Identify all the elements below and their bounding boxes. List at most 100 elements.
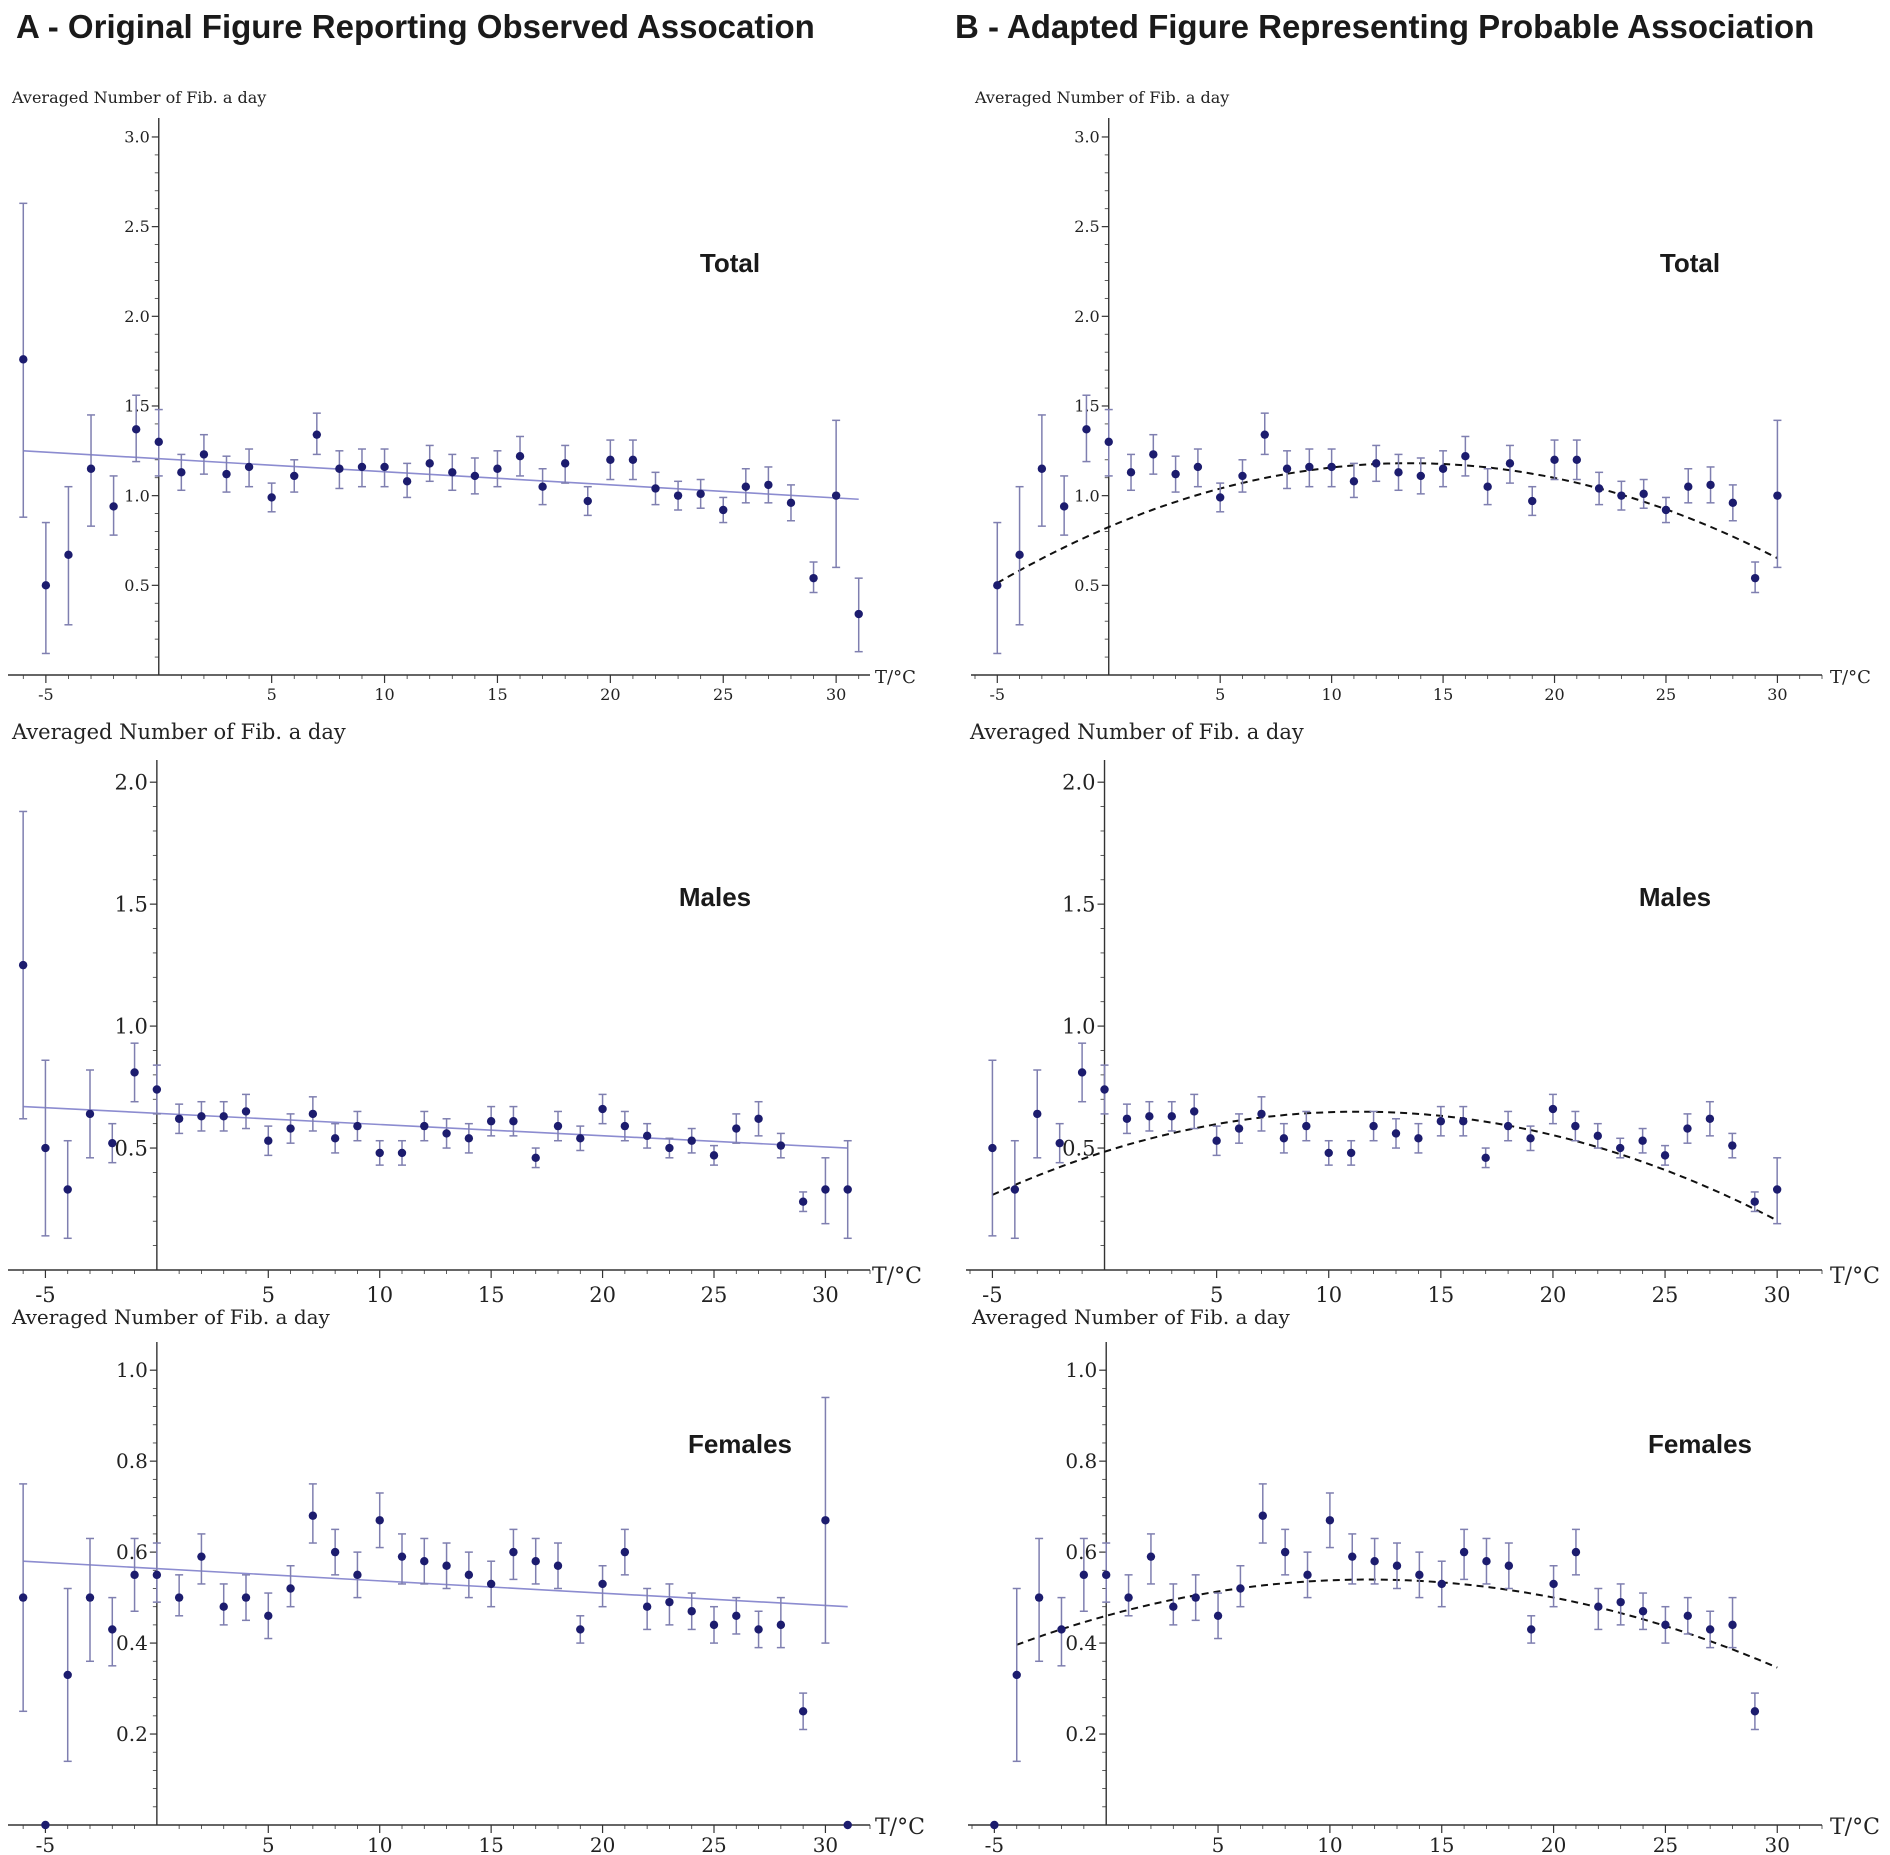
data-point — [1372, 459, 1381, 468]
data-point — [1481, 1153, 1490, 1163]
data-point — [397, 1552, 407, 1561]
data-point — [576, 1134, 585, 1143]
data-point — [1549, 1579, 1558, 1589]
chart-panel-A-males: 0.5 1.0 1.5 2.0 -5 5 10 15 20 25 30 Averaged Number… — [8, 720, 922, 1307]
data-point — [1260, 430, 1269, 439]
data-point — [531, 1557, 540, 1566]
data-point — [442, 1561, 451, 1570]
data-point — [86, 464, 96, 473]
data-point — [1772, 1185, 1782, 1194]
y-tick-label: 0.2 — [116, 1722, 148, 1746]
data-point — [741, 482, 751, 491]
x-tick-label: 30 — [812, 1283, 839, 1307]
data-point — [673, 491, 683, 500]
trend-line — [23, 450, 859, 501]
data-point — [330, 1134, 340, 1143]
data-point — [177, 468, 186, 477]
y-tick-label: 0.5 — [124, 576, 149, 595]
x-tick-label: -5 — [982, 1283, 1002, 1307]
data-point — [1750, 1707, 1760, 1716]
data-point — [798, 1707, 808, 1716]
data-point — [687, 1607, 696, 1616]
data-point — [1572, 455, 1582, 464]
data-point — [197, 1112, 206, 1121]
x-tick-label: 25 — [1653, 1833, 1678, 1855]
data-point — [85, 1593, 95, 1602]
data-point — [1571, 1547, 1581, 1557]
data-point — [486, 1117, 496, 1126]
y-axis-label: Averaged Number of Fib. a day — [974, 88, 1229, 107]
data-point — [651, 484, 660, 493]
x-tick-label: 20 — [1540, 1283, 1567, 1307]
data-point — [1012, 1670, 1021, 1680]
x-tick-label: 20 — [1544, 685, 1564, 704]
data-point — [732, 1124, 741, 1133]
data-point — [1661, 1620, 1670, 1630]
panel-label: Females — [1648, 1429, 1752, 1459]
data-point — [1503, 1121, 1513, 1131]
data-point — [1238, 471, 1247, 481]
data-point — [576, 1625, 585, 1634]
x-tick-label: 25 — [701, 1283, 728, 1307]
x-axis-label: T/°C — [1830, 667, 1871, 688]
data-point — [1548, 1104, 1558, 1114]
data-point — [1033, 1109, 1042, 1119]
data-point — [1234, 1124, 1244, 1133]
data-point — [1705, 1625, 1715, 1634]
data-point — [628, 455, 638, 464]
data-point — [152, 1570, 162, 1580]
data-point — [1010, 1185, 1020, 1194]
x-tick-label: 30 — [1767, 685, 1787, 704]
data-point — [1325, 1516, 1335, 1525]
data-point — [642, 1602, 652, 1611]
data-point — [375, 1516, 384, 1525]
data-point — [1459, 1117, 1468, 1126]
x-tick-label: 15 — [1427, 1283, 1454, 1307]
data-point — [264, 1611, 273, 1620]
panel-label: Total — [700, 248, 760, 278]
y-tick-label: 2.0 — [124, 307, 149, 326]
data-point — [990, 1820, 999, 1830]
data-point — [1616, 1597, 1625, 1607]
data-point — [754, 1625, 763, 1634]
column-title-b: B - Adapted Figure Representing Probable… — [955, 8, 1815, 45]
data-point — [1414, 1134, 1423, 1143]
trend-line — [23, 1560, 848, 1608]
data-point — [1706, 480, 1715, 490]
data-point — [85, 1109, 95, 1119]
data-point — [1324, 1148, 1333, 1158]
data-point — [41, 1820, 50, 1830]
data-point — [1483, 482, 1492, 491]
data-point — [219, 1602, 228, 1611]
data-point — [598, 1579, 607, 1589]
y-tick-label: 1.5 — [124, 397, 149, 416]
data-point — [1416, 471, 1425, 481]
data-point — [19, 355, 28, 364]
data-point — [1593, 1131, 1602, 1141]
data-point — [538, 482, 547, 491]
y-tick-label: 2.5 — [1074, 217, 1099, 236]
data-point — [1057, 1625, 1066, 1634]
data-point — [1638, 1607, 1648, 1616]
data-point — [1370, 1557, 1379, 1566]
x-tick-label: 25 — [1652, 1283, 1679, 1307]
x-tick-label: -5 — [985, 1833, 1004, 1855]
data-point — [108, 1625, 117, 1634]
x-tick-label: 20 — [600, 685, 620, 704]
data-point — [154, 437, 163, 447]
data-point — [1146, 1552, 1156, 1561]
data-point — [308, 1109, 318, 1119]
data-point — [509, 1547, 518, 1557]
data-point — [1415, 1570, 1424, 1580]
data-point — [1124, 1593, 1133, 1602]
data-point — [1750, 573, 1760, 583]
x-tick-label: -5 — [35, 1283, 55, 1307]
x-tick-label: 15 — [487, 685, 507, 704]
x-tick-label: 5 — [1212, 1833, 1225, 1855]
x-tick-label: 10 — [1317, 1833, 1342, 1855]
y-tick-label: 0.4 — [1065, 1631, 1097, 1655]
data-point — [560, 459, 570, 468]
data-point — [1282, 464, 1292, 473]
data-point — [1079, 1570, 1089, 1580]
